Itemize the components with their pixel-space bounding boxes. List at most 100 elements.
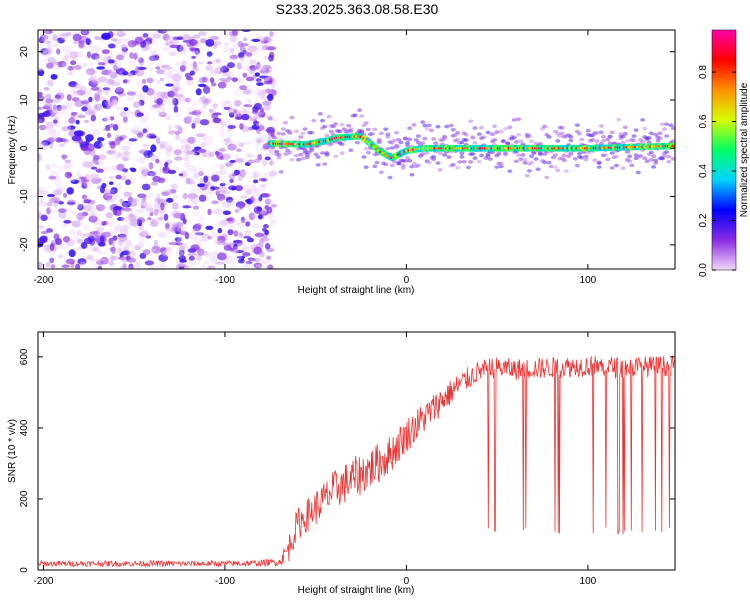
noise-cell: [201, 151, 207, 158]
noise-cell: [156, 98, 164, 105]
ridge-halo-cell: [640, 118, 646, 122]
ridge-halo-cell: [651, 165, 657, 169]
noise-cell: [220, 132, 226, 138]
ridge-halo-cell: [272, 135, 278, 140]
noise-cell: [185, 150, 196, 155]
noise-cell: [174, 213, 182, 219]
noise-cell: [38, 124, 45, 130]
noise-cell: [41, 230, 48, 235]
ridge-halo-cell: [287, 150, 293, 155]
noise-cell: [39, 190, 49, 195]
noise-cell: [256, 82, 264, 86]
noise-cell: [254, 137, 265, 143]
noise-cell: [93, 221, 101, 226]
ridge-halo-cell: [317, 112, 323, 116]
noise-cell: [236, 158, 245, 163]
ridge-halo-cell: [577, 131, 583, 136]
ridge-halo-cell: [542, 124, 548, 129]
noise-cell: [119, 228, 129, 236]
ridge-halo-cell: [638, 154, 644, 158]
noise-cell: [213, 103, 218, 109]
noise-cell: [69, 229, 76, 235]
ridge-halo-cell: [359, 114, 365, 118]
noise-cell: [230, 263, 237, 269]
noise-cell: [176, 36, 184, 41]
noise-cell: [264, 156, 271, 161]
ridge-halo-cell: [376, 139, 382, 143]
noise-cell: [253, 120, 260, 125]
noise-cell: [113, 99, 118, 106]
ridge-halo-cell: [352, 113, 358, 118]
noise-cell: [234, 116, 243, 120]
ridge-halo-cell: [283, 120, 289, 125]
noise-cell: [108, 123, 116, 128]
noise-cell: [165, 150, 172, 158]
noise-cell: [266, 255, 272, 261]
noise-cell: [45, 93, 52, 101]
noise-cell: [167, 90, 175, 98]
noise-cell: [221, 121, 227, 128]
snr-frame: [37, 331, 676, 571]
ridge-halo-cell: [389, 146, 395, 150]
noise-cell: [76, 238, 84, 244]
noise-cell: [153, 239, 159, 248]
noise-cell: [85, 38, 91, 46]
noise-cell: [204, 252, 214, 258]
ridge-halo-cell: [498, 161, 504, 166]
noise-cell: [112, 98, 118, 105]
noise-cell: [40, 48, 49, 55]
ridge-halo-cell: [470, 152, 476, 156]
noise-cell: [107, 222, 115, 227]
colorbar-gradient: [712, 30, 736, 270]
noise-cell: [258, 196, 263, 202]
ridge-halo-cell: [415, 134, 421, 138]
noise-cell: [136, 209, 143, 213]
ridge-halo-cell: [670, 139, 675, 144]
noise-cell: [234, 206, 241, 211]
noise-cell: [55, 238, 62, 246]
noise-cell: [252, 187, 261, 195]
snr-panel: -200 -100 0 100 0 200 400 600 Height of straigh…: [7, 331, 676, 596]
noise-cell: [216, 240, 227, 246]
noise-cell: [150, 219, 159, 228]
noise-cell: [93, 140, 103, 149]
noise-cell: [253, 179, 259, 184]
noise-cell: [93, 104, 99, 111]
noise-cell: [198, 234, 204, 242]
noise-cell: [60, 108, 67, 116]
noise-cell: [49, 163, 60, 168]
noise-cell: [167, 130, 177, 135]
noise-cell: [216, 252, 227, 261]
noise-cell: [174, 81, 181, 86]
noise-cell: [212, 235, 218, 239]
ridge-halo-cell: [664, 122, 670, 126]
noise-cell: [171, 85, 181, 92]
ridge-halo-cell: [520, 153, 526, 157]
noise-cell: [161, 92, 170, 98]
ridge-halo-cell: [479, 153, 485, 158]
ridge-halo-cell: [309, 146, 315, 150]
ridge-halo-cell: [365, 150, 371, 155]
noise-cell: [213, 239, 222, 245]
noise-cell: [193, 146, 202, 150]
noise-cell: [155, 158, 160, 164]
noise-cell: [255, 257, 261, 263]
noise-cell: [239, 107, 247, 114]
ridge-halo-cell: [302, 147, 308, 152]
noise-cell: [39, 196, 44, 203]
noise-cell: [127, 250, 136, 258]
noise-cell: [238, 142, 245, 147]
noise-cell: [38, 106, 44, 111]
noise-cell: [245, 261, 253, 265]
noise-cell: [129, 51, 134, 59]
ridge-halo-cell: [328, 129, 334, 134]
noise-cell: [169, 39, 180, 44]
noise-cell: [88, 215, 97, 223]
noise-cell: [209, 107, 216, 115]
ridge-halo-cell: [511, 118, 517, 122]
noise-cell: [104, 100, 114, 107]
noise-cell: [40, 214, 48, 222]
ridge-halo-cell: [267, 116, 273, 121]
ridge-halo-cell: [391, 138, 397, 143]
